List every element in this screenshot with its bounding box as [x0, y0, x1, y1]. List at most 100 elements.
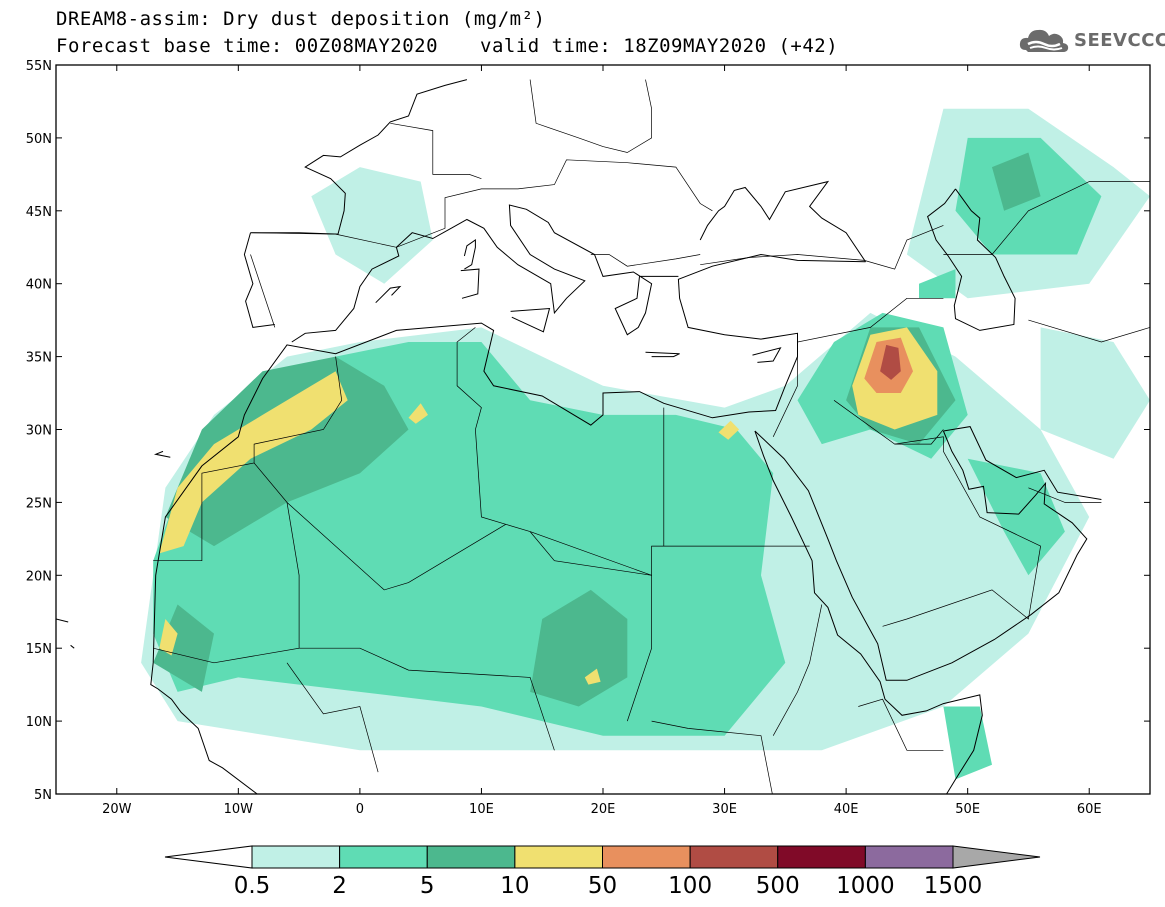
country-border: [1028, 487, 1102, 503]
country-border: [529, 79, 652, 153]
coastline: [152, 253, 866, 663]
lon-tick-label: 0: [356, 802, 364, 817]
country-border: [153, 356, 343, 562]
coastline: [291, 204, 679, 343]
country-border: [943, 181, 1150, 255]
colorbar-label: 0.5: [234, 873, 271, 899]
country-border: [390, 122, 482, 180]
colorbar-over-triangle: [952, 845, 1041, 869]
deposition-area-l5: [992, 152, 1041, 211]
country-border: [250, 159, 713, 248]
deposition-area-l10: [718, 420, 740, 440]
colorbar-label: 50: [588, 873, 617, 899]
colorbar-swatch: [251, 845, 341, 869]
lat-tick-label: 15N: [26, 642, 52, 657]
deposition-area-l2: [919, 269, 956, 299]
deposition-area-l5: [153, 604, 214, 692]
lat-tick-label: 50N: [26, 132, 52, 147]
axis-ticks: 55N 50N 45N 40N 35N 30N 25N 20N 15N 10N 5N 20W 10W 0 1…: [26, 59, 1150, 817]
colorbar-swatch: [514, 845, 603, 869]
deposition-area-l5: [530, 589, 628, 707]
lat-tick-label: 20N: [26, 569, 52, 584]
country-border: [772, 297, 944, 437]
colorbar-swatch: [689, 845, 779, 869]
colorbar-swatch: [602, 845, 691, 869]
colorbar-label: 5: [420, 873, 435, 899]
deposition-area-l2: [943, 706, 992, 780]
colorbar-swatch: [339, 845, 428, 869]
cloud-icon: [1019, 29, 1069, 52]
coastline: [150, 662, 259, 794]
coastline: [243, 232, 275, 328]
deposition-area-l05: [311, 167, 433, 284]
deposition-area-l05: [1040, 327, 1150, 459]
lon-tick-label: 20E: [591, 802, 616, 817]
colorbar-swatch: [426, 845, 516, 869]
lat-tick-label: 45N: [26, 205, 52, 220]
country-border: [833, 400, 1041, 627]
colorbar-swatch: [777, 845, 866, 869]
deposition-area-l5: [165, 356, 409, 547]
colorbar-label: 2: [332, 873, 347, 899]
coastline: [754, 430, 886, 700]
deposition-area-l100: [880, 344, 901, 380]
forecast-time-line: Forecast base time: 00Z08MAY2020 valid ti…: [56, 35, 838, 57]
lon-tick-label: 10W: [224, 802, 254, 817]
coastline: [153, 450, 171, 458]
lat-tick-label: 30N: [26, 424, 52, 439]
coastline: [927, 188, 1016, 331]
logo-text: SEEVCCC: [1074, 29, 1165, 51]
lon-tick-label: 30E: [712, 802, 737, 817]
deposition-area-l10: [584, 668, 601, 685]
lat-tick-label: 40N: [26, 278, 52, 293]
colorbar-under-triangle: [164, 845, 253, 869]
forecast-base-time: Forecast base time: 00Z08MAY2020: [56, 35, 439, 57]
country-border: [529, 531, 652, 722]
country-borders: [153, 79, 1150, 794]
deposition-field: [141, 108, 1150, 780]
lon-tick-label: 20W: [102, 802, 132, 817]
seevccc-logo: SEEVCCC: [1018, 26, 1165, 54]
country-border: [772, 604, 823, 736]
coastline: [510, 307, 551, 333]
country-border: [894, 429, 944, 445]
lon-tick-label: 10E: [469, 802, 494, 817]
colorbar-label: 100: [668, 873, 712, 899]
coastline: [460, 268, 480, 299]
coastline: [56, 618, 69, 623]
lat-tick-label: 35N: [26, 351, 52, 366]
colorbar-label: 500: [756, 873, 800, 899]
colorbar-label: 1500: [924, 873, 983, 899]
lon-tick-label: 50E: [955, 802, 980, 817]
lat-tick-label: 10N: [26, 715, 52, 730]
coastlines: [56, 79, 1102, 794]
coastline: [699, 180, 867, 263]
country-border: [700, 225, 944, 270]
coastline: [754, 430, 1088, 681]
coastline: [752, 347, 782, 363]
country-border: [651, 720, 773, 794]
colorbar-label: 10: [500, 873, 529, 899]
country-border: [858, 698, 944, 751]
lat-tick-label: 5N: [34, 788, 52, 803]
country-border: [590, 254, 701, 267]
country-border: [253, 462, 506, 591]
lat-tick-label: 55N: [26, 59, 52, 74]
deposition-area-l10: [159, 371, 348, 554]
colorbar-label: 1000: [836, 873, 895, 899]
coastline: [70, 644, 75, 649]
country-border: [286, 662, 379, 773]
country-border: [1028, 319, 1150, 343]
country-border: [299, 647, 555, 751]
map-title: DREAM8-assim: Dry dust deposition (mg/m²…: [56, 8, 546, 30]
country-border: [250, 254, 276, 328]
lat-tick-label: 25N: [26, 496, 52, 511]
coastline: [250, 79, 468, 235]
coastline: [884, 694, 983, 794]
coastline: [375, 285, 402, 304]
deposition-area-l10: [408, 403, 428, 424]
deposition-area-l10: [159, 619, 178, 656]
coastline: [463, 239, 476, 270]
valid-time: valid time: 18Z09MAY2020 (+42): [480, 35, 839, 57]
